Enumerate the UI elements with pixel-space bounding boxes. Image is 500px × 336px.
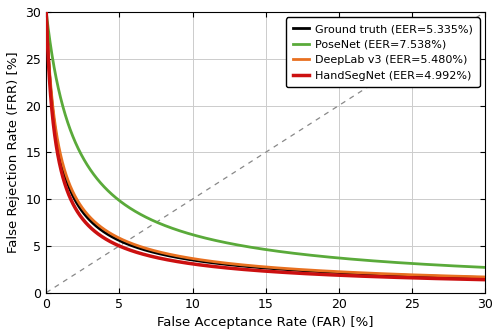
Y-axis label: False Rejection Rate (FRR) [%]: False Rejection Rate (FRR) [%] — [7, 51, 20, 253]
Legend: Ground truth (EER=5.335%), PoseNet (EER=7.538%), DeepLab v3 (EER=5.480%), HandSe: Ground truth (EER=5.335%), PoseNet (EER=… — [286, 17, 480, 87]
X-axis label: False Acceptance Rate (FAR) [%]: False Acceptance Rate (FAR) [%] — [158, 316, 374, 329]
